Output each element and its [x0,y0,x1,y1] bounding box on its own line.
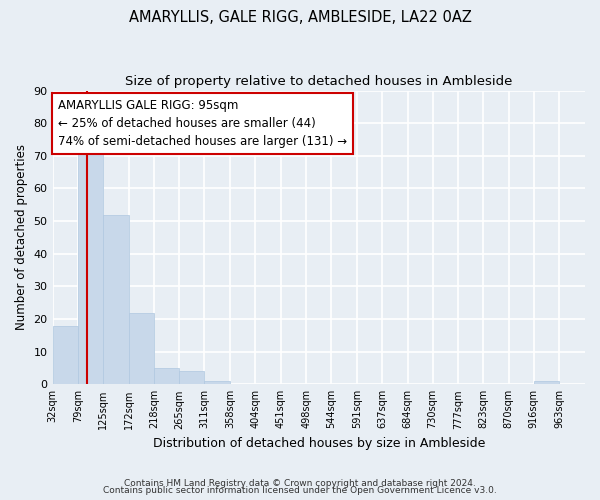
Bar [179,371,205,384]
Text: Contains HM Land Registry data © Crown copyright and database right 2024.: Contains HM Land Registry data © Crown c… [124,478,476,488]
Bar [129,312,154,384]
Bar [103,214,129,384]
Bar [53,326,78,384]
Bar [534,381,559,384]
Text: AMARYLLIS, GALE RIGG, AMBLESIDE, LA22 0AZ: AMARYLLIS, GALE RIGG, AMBLESIDE, LA22 0A… [128,10,472,25]
Text: AMARYLLIS GALE RIGG: 95sqm
← 25% of detached houses are smaller (44)
74% of semi: AMARYLLIS GALE RIGG: 95sqm ← 25% of deta… [58,100,347,148]
Text: Contains public sector information licensed under the Open Government Licence v3: Contains public sector information licen… [103,486,497,495]
Title: Size of property relative to detached houses in Ambleside: Size of property relative to detached ho… [125,75,512,88]
Bar [205,381,230,384]
Bar [154,368,179,384]
X-axis label: Distribution of detached houses by size in Ambleside: Distribution of detached houses by size … [152,437,485,450]
Y-axis label: Number of detached properties: Number of detached properties [15,144,28,330]
Bar [78,140,103,384]
